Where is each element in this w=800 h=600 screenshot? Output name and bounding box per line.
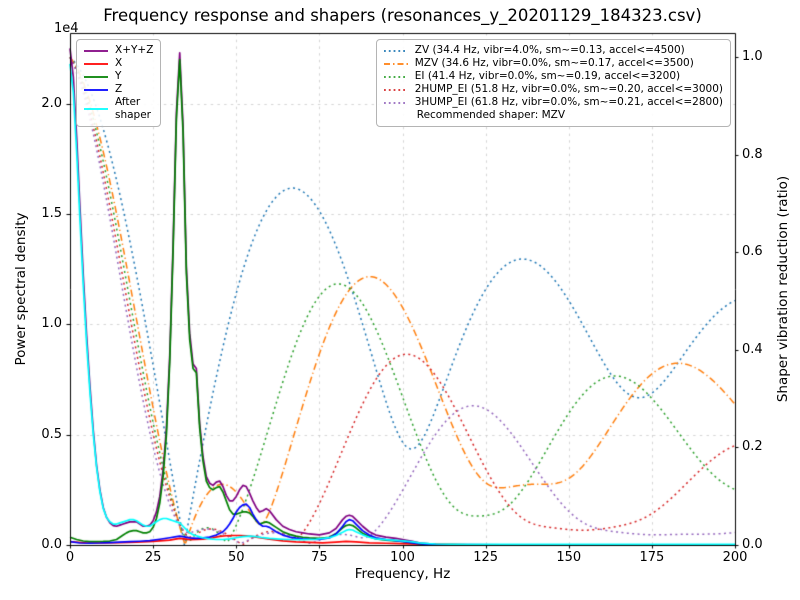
legend-line-sample bbox=[84, 88, 108, 91]
legend-label: Z bbox=[115, 83, 123, 95]
y-axis-label-right: Shaper vibration reduction (ratio) bbox=[775, 175, 791, 403]
x-tick-label: 200 bbox=[722, 550, 748, 565]
y-right-tick-label: 1.0 bbox=[742, 49, 763, 65]
y-axis-label-left: Power spectral density bbox=[13, 212, 29, 366]
legend-line-sample bbox=[383, 88, 408, 91]
y-axis-multiplier: 1e4 bbox=[54, 21, 79, 36]
legend-line-sample bbox=[383, 75, 408, 78]
legend-entry: X bbox=[83, 57, 153, 70]
legend-line-sample bbox=[383, 62, 408, 65]
y-right-tick-label: 0.4 bbox=[742, 341, 763, 357]
recommended-shaper-note: Recommended shaper: MZV bbox=[416, 109, 566, 121]
legend-entry: MZV (34.6 Hz, vibr=0.0%, sm~=0.17, accel… bbox=[383, 57, 723, 70]
x-tick-label: 175 bbox=[639, 550, 665, 565]
legend-line-sample bbox=[84, 108, 108, 110]
y-right-tick-label: 0.6 bbox=[742, 244, 763, 260]
legend-psd: X+Y+Z X Y Z After shaper bbox=[76, 39, 162, 127]
legend-line-sample bbox=[383, 49, 408, 52]
y-left-tick-label: 2.0 bbox=[41, 95, 62, 111]
legend-line-sample bbox=[84, 62, 108, 65]
x-tick-label: 0 bbox=[65, 550, 75, 565]
legend-entry: Z bbox=[83, 83, 153, 96]
legend-line-sample bbox=[383, 101, 408, 104]
y-right-tick-label: 0.2 bbox=[742, 439, 763, 455]
y-left-tick-label: 1.0 bbox=[41, 316, 62, 332]
y-left-tick-label: 0.0 bbox=[41, 537, 62, 552]
y-left-tick-label: 0.5 bbox=[41, 426, 62, 442]
legend-entry: EI (41.4 Hz, vibr=0.0%, sm~=0.19, accel<… bbox=[383, 70, 723, 83]
x-tick-label: 125 bbox=[473, 550, 499, 565]
legend-entry: X+Y+Z bbox=[83, 44, 153, 57]
legend-label: X bbox=[115, 57, 123, 69]
x-tick-label: 150 bbox=[556, 550, 582, 565]
x-tick-label: 75 bbox=[311, 550, 328, 565]
legend-label: 3HUMP_EI (61.8 Hz, vibr=0.0%, sm~=0.21, … bbox=[414, 96, 723, 108]
x-axis-label: Frequency, Hz bbox=[354, 566, 451, 582]
legend-label: X+Y+Z bbox=[115, 44, 154, 56]
x-tick-label: 50 bbox=[227, 550, 245, 565]
legend-shapers: ZV (34.4 Hz, vibr=4.0%, sm~=0.13, accel<… bbox=[375, 39, 731, 127]
y-left-tick-label: 1.5 bbox=[41, 205, 62, 221]
x-tick-label: 100 bbox=[390, 550, 415, 565]
y-right-tick-label: 0.8 bbox=[742, 146, 763, 162]
legend-label: Y bbox=[115, 70, 122, 82]
legend-entry: ZV (34.4 Hz, vibr=4.0%, sm~=0.13, accel<… bbox=[383, 44, 723, 57]
legend-line-sample bbox=[84, 49, 108, 52]
legend-label: EI (41.4 Hz, vibr=0.0%, sm~=0.19, accel<… bbox=[414, 70, 681, 82]
legend-entry: 2HUMP_EI (51.8 Hz, vibr=0.0%, sm~=0.20, … bbox=[383, 83, 723, 96]
x-tick-label: 25 bbox=[144, 550, 162, 565]
legend-label: After shaper bbox=[115, 96, 152, 121]
chart-title: Frequency response and shapers (resonanc… bbox=[103, 6, 702, 25]
legend-entry: After shaper bbox=[83, 96, 153, 122]
legend-label: MZV (34.6 Hz, vibr=0.0%, sm~=0.17, accel… bbox=[414, 57, 694, 69]
legend-entry: Y bbox=[83, 70, 153, 83]
legend-line-sample bbox=[84, 75, 108, 78]
legend-label: 2HUMP_EI (51.8 Hz, vibr=0.0%, sm~=0.20, … bbox=[414, 83, 723, 95]
y-right-tick-label: 0.0 bbox=[742, 537, 763, 552]
legend-entry: 3HUMP_EI (61.8 Hz, vibr=0.0%, sm~=0.21, … bbox=[383, 96, 723, 109]
legend-label: ZV (34.4 Hz, vibr=4.0%, sm~=0.13, accel<… bbox=[414, 44, 685, 56]
